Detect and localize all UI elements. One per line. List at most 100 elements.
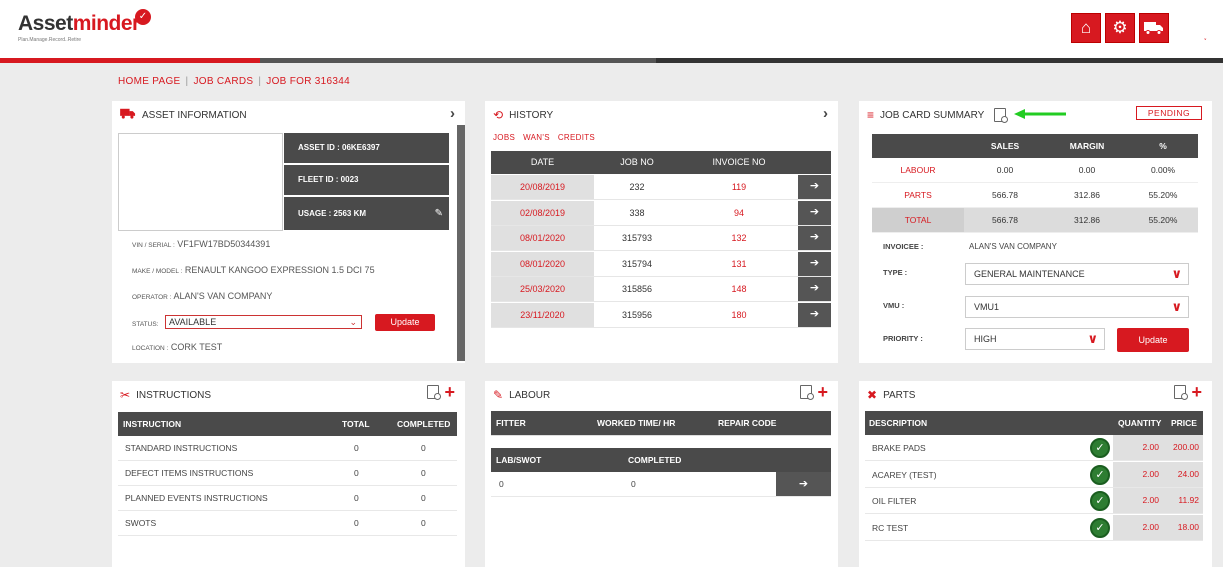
asset-image <box>118 133 283 231</box>
asset-information-panel: ASSET INFORMATION › ASSET ID : 06KE6397 … <box>112 101 465 363</box>
truck-icon <box>120 108 136 122</box>
table-row[interactable]: STANDARD INSTRUCTIONS 0 0 <box>118 436 457 461</box>
table-row: 08/01/2020 315793 132 ➔ <box>491 226 831 251</box>
app-header: Assetminder ✓ Plan.Manage.Record..Retire… <box>0 0 1223 58</box>
document-search-icon[interactable] <box>800 385 815 400</box>
tab-wans[interactable]: WAN'S <box>523 133 550 142</box>
status-value: AVAILABLE <box>169 317 217 327</box>
part-price: 18.00 <box>1165 514 1203 540</box>
history-job-no: 315956 <box>621 309 653 320</box>
summary-label: TOTAL <box>872 208 964 232</box>
status-select[interactable]: AVAILABLE ⌄ <box>165 315 362 329</box>
history-invoice-no[interactable]: 131 <box>731 258 747 269</box>
part-description: ACAREY (TEST) <box>872 469 937 480</box>
header-bar <box>0 58 1223 63</box>
table-row: 02/08/2019 338 94 ➔ <box>491 200 831 226</box>
type-label: TYPE : <box>883 268 908 277</box>
history-invoice-no[interactable]: 132 <box>731 233 747 243</box>
history-invoice-no[interactable]: 148 <box>731 284 747 294</box>
breadcrumb-home[interactable]: HOME PAGE <box>118 76 181 87</box>
chevron-down-icon: ⌄ <box>349 317 357 327</box>
parts-panel: ✖ PARTS + DESCRIPTION QUANTITY PRICE BRA… <box>859 381 1212 567</box>
table-row[interactable]: PLANNED EVENTS INSTRUCTIONS 0 0 <box>118 486 457 511</box>
chevron-right-icon[interactable]: › <box>823 105 828 122</box>
document-search-icon[interactable] <box>994 108 1009 123</box>
arrow-right-icon[interactable]: ➔ <box>798 277 831 301</box>
instruction-completed: 0 <box>421 518 426 528</box>
history-panel: ⟲ HISTORY › JOBS WAN'S CREDITS DATE JOB … <box>485 101 838 363</box>
breadcrumb-job-cards[interactable]: JOB CARDS <box>193 76 254 87</box>
plus-icon[interactable]: + <box>1191 382 1202 402</box>
logo-tagline: Plan.Manage.Record..Retire <box>18 37 82 43</box>
summary-update-button[interactable]: Update <box>1117 328 1189 352</box>
part-quantity: 2.00 <box>1113 461 1165 487</box>
column-description: DESCRIPTION <box>869 418 928 428</box>
edit-icon[interactable]: ✎ <box>434 208 443 219</box>
summary-margin: 312.86 <box>1074 215 1100 225</box>
table-row[interactable]: ACAREY (TEST) ✓ 2.00 24.00 <box>865 461 1203 488</box>
table-row: 25/03/2020 315856 148 ➔ <box>491 277 831 302</box>
job-card-summary-panel: ≡ JOB CARD SUMMARY PENDING SALES MARGIN … <box>859 101 1212 363</box>
user-menu-caret-icon[interactable]: ˯ <box>1203 30 1207 41</box>
gear-icon[interactable]: ⚙ <box>1105 13 1135 43</box>
table-row[interactable]: SWOTS 0 0 <box>118 511 457 536</box>
column-total: TOTAL <box>342 419 370 429</box>
plus-icon[interactable]: + <box>444 382 455 402</box>
chevron-right-icon[interactable]: › <box>450 105 455 122</box>
scrollbar[interactable] <box>457 125 465 361</box>
instructions-icon: ✂ <box>120 388 131 402</box>
arrow-right-icon[interactable]: ➔ <box>798 175 831 199</box>
priority-value: HIGH <box>974 334 997 344</box>
arrow-right-icon[interactable]: ➔ <box>798 200 831 225</box>
history-invoice-no[interactable]: 119 <box>731 182 747 192</box>
history-icon: ⟲ <box>493 108 504 122</box>
table-row[interactable]: RC TEST ✓ 2.00 18.00 <box>865 514 1203 541</box>
column-completed: COMPLETED <box>397 419 451 429</box>
vmu-select[interactable]: VMU1 ∨ <box>965 296 1189 318</box>
part-description: RC TEST <box>872 522 909 533</box>
table-row[interactable]: DEFECT ITEMS INSTRUCTIONS 0 0 <box>118 461 457 486</box>
table-row[interactable]: OIL FILTER ✓ 2.00 11.92 <box>865 488 1203 514</box>
table-row: TOTAL 566.78 312.86 55.20% <box>872 208 1198 233</box>
tab-jobs[interactable]: JOBS <box>493 133 516 142</box>
logo[interactable]: Assetminder ✓ Plan.Manage.Record..Retire <box>18 9 151 43</box>
table-row[interactable]: BRAKE PADS ✓ 2.00 200.00 <box>865 435 1203 461</box>
history-table-header: DATE JOB NO INVOICE NO <box>491 151 831 174</box>
document-search-icon[interactable] <box>1174 385 1189 400</box>
arrow-right-icon[interactable]: ➔ <box>776 472 831 496</box>
instruction-completed: 0 <box>421 493 426 503</box>
type-select[interactable]: GENERAL MAINTENANCE ∨ <box>965 263 1189 285</box>
history-job-no: 315856 <box>621 284 653 294</box>
instruction-completed: 0 <box>421 468 426 478</box>
document-search-icon[interactable] <box>427 385 442 400</box>
chevron-down-icon: ∨ <box>1171 266 1182 281</box>
asset-update-button[interactable]: Update <box>375 314 435 331</box>
history-invoice-no[interactable]: 180 <box>731 309 747 320</box>
part-price: 11.92 <box>1165 488 1203 513</box>
invoicee-label: INVOICEE : <box>883 242 924 251</box>
truck-icon[interactable] <box>1139 13 1169 43</box>
instruction-total: 0 <box>354 468 359 478</box>
part-price: 24.00 <box>1165 461 1203 487</box>
summary-percent: 0.00% <box>1150 165 1176 175</box>
part-price: 200.00 <box>1165 435 1203 460</box>
arrow-right-icon[interactable]: ➔ <box>798 302 831 327</box>
vin-value: VF1FW17BD50344391 <box>177 239 271 249</box>
panel-title: PARTS <box>883 389 916 401</box>
plus-icon[interactable]: + <box>817 382 828 402</box>
home-icon[interactable]: ⌂ <box>1071 13 1101 43</box>
tab-credits[interactable]: CREDITS <box>557 133 596 142</box>
arrow-right-icon[interactable]: ➔ <box>798 251 831 276</box>
history-invoice-no[interactable]: 94 <box>733 207 744 218</box>
location-label: LOCATION : <box>132 345 169 352</box>
location-value: CORK TEST <box>170 342 223 352</box>
status-label: STATUS: <box>132 321 159 328</box>
vin-label: VIN / SERIAL : <box>132 242 175 249</box>
column-fitter: FITTER <box>496 418 526 428</box>
breadcrumb-current-job[interactable]: JOB FOR 316344 <box>266 76 350 87</box>
table-row: 23/11/2020 315956 180 ➔ <box>491 302 831 328</box>
column-invoice-no: INVOICE NO <box>712 157 766 167</box>
arrow-right-icon[interactable]: ➔ <box>798 226 831 250</box>
priority-select[interactable]: HIGH ∨ <box>965 328 1105 350</box>
fleet-id: FLEET ID : 0023 <box>284 165 449 195</box>
